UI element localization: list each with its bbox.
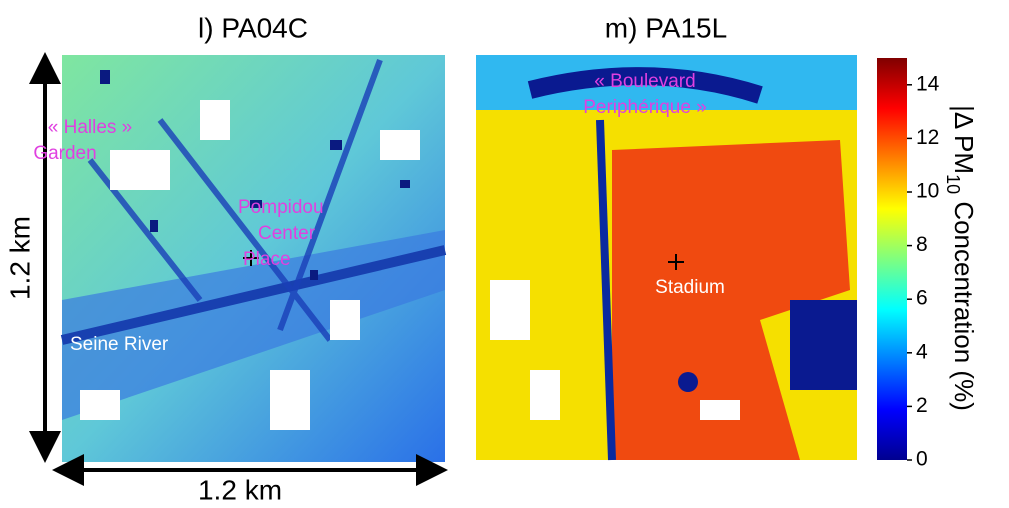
annotation: « Boulevard [594,71,695,92]
colorbar-tick-label: 14 [916,72,940,95]
colorbar-tick-label: 2 [916,394,928,417]
panel-title: m) PA15L [605,12,727,43]
colorbar-tick-label: 6 [916,287,928,310]
colorbar [877,58,907,460]
annotation: Pompidou [238,197,324,218]
colorbar-tick-label: 10 [916,180,939,203]
colorbar-tick-label: 4 [916,340,928,363]
panel-title: l) PA04C [198,12,308,43]
annotation: Stadium [655,277,725,298]
annotation: « Halles » [48,117,133,138]
annotation: Center [258,223,316,244]
colorbar-label: |Δ PM10 Concentration (%) [943,105,979,411]
annotation: Seine River [70,334,169,355]
scale-label: 1.2 km [198,474,282,505]
colorbar-tick-label: 8 [916,233,928,256]
label-part: Concentration (%) [949,194,979,411]
figure: 1.2 km 1.2 km |Δ PM10 Concentration (%) … [0,0,1009,508]
colorbar-tick-label: 12 [916,126,939,149]
colorbar-tick-label: 0 [916,448,928,471]
annotation: Periphérique » [583,97,707,118]
annotation: Place [243,249,291,270]
label-sub: 10 [943,174,963,194]
scale-label: 1.2 km [4,216,35,300]
label-part: |Δ PM [949,105,979,174]
annotation: Garden [33,143,96,164]
